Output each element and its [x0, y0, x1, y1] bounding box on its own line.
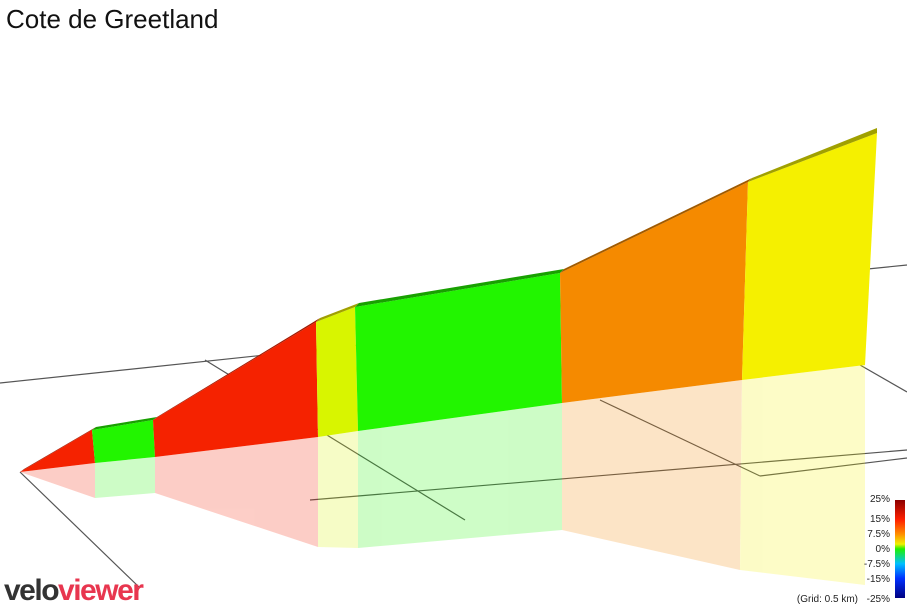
legend-label: -7.5%: [864, 559, 890, 570]
legend-label: -15%: [867, 574, 890, 585]
legend-label: 0%: [876, 544, 891, 555]
logo: veloviewer: [4, 574, 144, 607]
legend-label: -25%: [867, 594, 890, 605]
legend-label: 25%: [870, 494, 890, 505]
legend-label: 7.5%: [867, 529, 890, 540]
reflection: [20, 365, 865, 585]
logo-part: viewer: [58, 574, 144, 607]
top-edge: [20, 128, 877, 472]
logo-part: velo: [4, 574, 59, 607]
grid-note: (Grid: 0.5 km): [797, 594, 858, 605]
title: Cote de Greetland: [6, 4, 218, 34]
legend-label: 15%: [870, 514, 890, 525]
legend-bar: [895, 500, 905, 598]
profile: [20, 133, 877, 472]
